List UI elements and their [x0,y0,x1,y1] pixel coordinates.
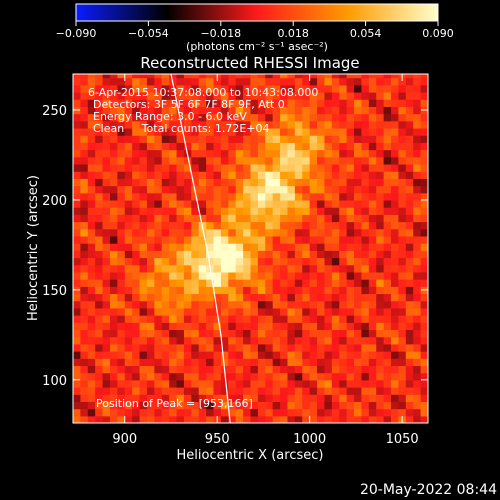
x-tick-label: 1000 [293,432,326,447]
colorbar-tick-label: 0.018 [277,27,309,40]
chart-title: Reconstructed RHESSI Image [140,54,359,72]
solar-limb-line [170,74,231,423]
heatmap-image [73,74,428,423]
peak-position-label: Position of Peak = [953,166] [96,397,253,410]
colorbar-ticks: −0.090 −0.054 −0.018 0.018 0.054 0.090 [56,21,454,40]
y-axis-label: Heliocentric Y (arcsec) [26,175,41,321]
x-tick-label: 900 [112,432,137,447]
colorbar-tick-label: −0.018 [200,27,241,40]
y-tick-label: 250 [42,104,67,119]
y-tick-label: 150 [42,284,67,299]
annotation-detectors: Detectors: 3F 5F 6F 7F 8F 9F, Att 0 [93,98,285,111]
y-tick-label: 100 [42,374,67,389]
y-axis-ticks: 100 150 200 250 [42,104,428,389]
y-tick-label: 200 [42,194,67,209]
colorbar-tick-label: −0.090 [56,27,97,40]
x-axis-ticks: 900 950 1000 1050 [112,74,419,447]
colorbar-tick-label: −0.054 [128,27,169,40]
annotation-energy: Energy Range: 3.0 - 6.0 keV [93,110,247,123]
x-tick-label: 1050 [386,432,419,447]
colorbar-units: (photons cm⁻² s⁻¹ asec⁻²) [186,40,328,53]
plot-frame [72,73,429,424]
x-tick-label: 950 [205,432,230,447]
colorbar-tick-label: 0.054 [350,27,382,40]
footer-timestamp: 20-May-2022 08:44 [360,482,497,498]
annotation-block: 6-Apr-2015 10:37:08.000 to 10:43:08.000 … [88,86,318,135]
annotation-time: 6-Apr-2015 10:37:08.000 to 10:43:08.000 [88,86,318,99]
x-axis-label: Heliocentric X (arcsec) [177,448,324,463]
colorbar-tick-label: 0.090 [422,27,454,40]
annotation-clean: Clean Total counts: 1.72E+04 [93,122,270,135]
colorbar [75,3,439,22]
